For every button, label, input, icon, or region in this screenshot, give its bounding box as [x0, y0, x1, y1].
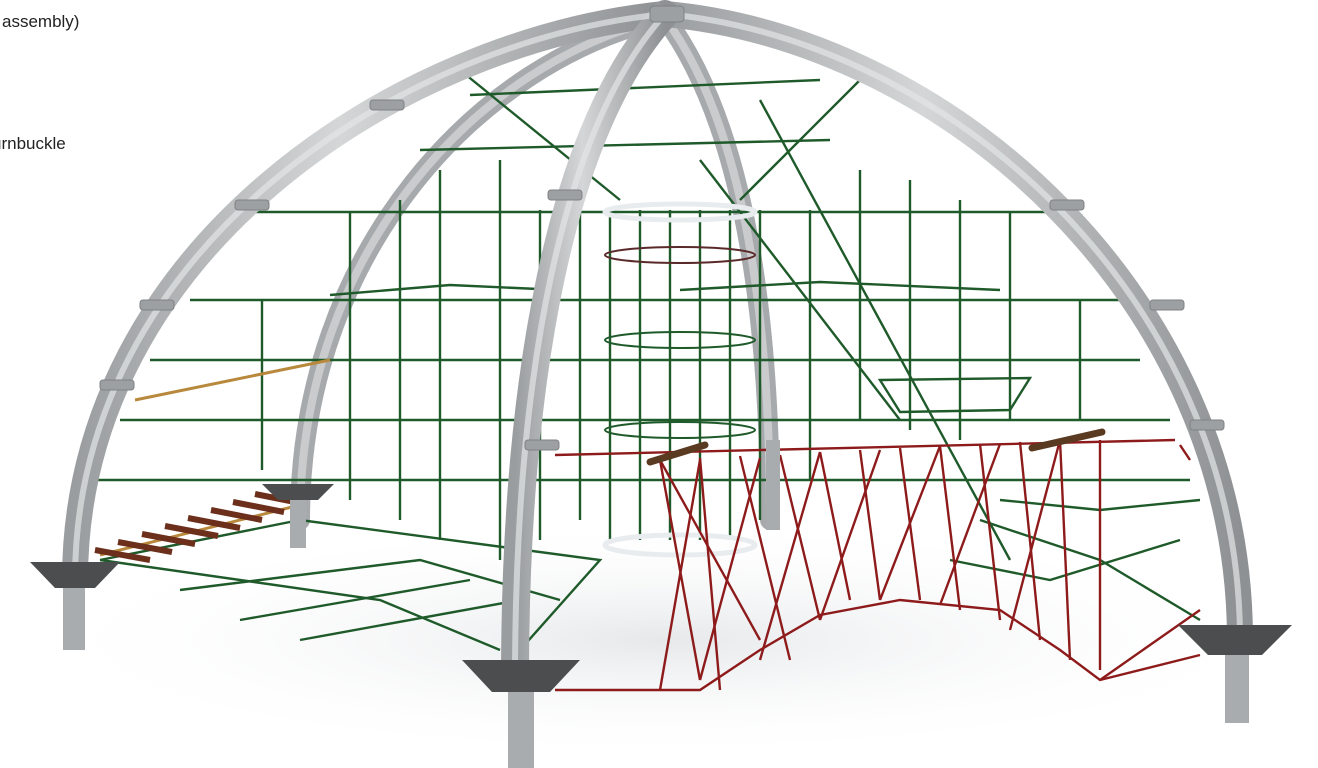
arch-feet [30, 440, 1292, 768]
central-cylinder [602, 201, 758, 558]
back-arches [290, 8, 780, 530]
arch-couplers [99, 5, 1225, 451]
tan-rope [134, 358, 331, 402]
caption-assembly: assembly) [2, 12, 80, 31]
red-net [554, 438, 1201, 692]
caption-turnbuckle: urnbuckle [0, 134, 66, 153]
wooden-bars [646, 428, 1106, 466]
green-net [90, 69, 1201, 652]
ground-shadow [20, 520, 1300, 760]
